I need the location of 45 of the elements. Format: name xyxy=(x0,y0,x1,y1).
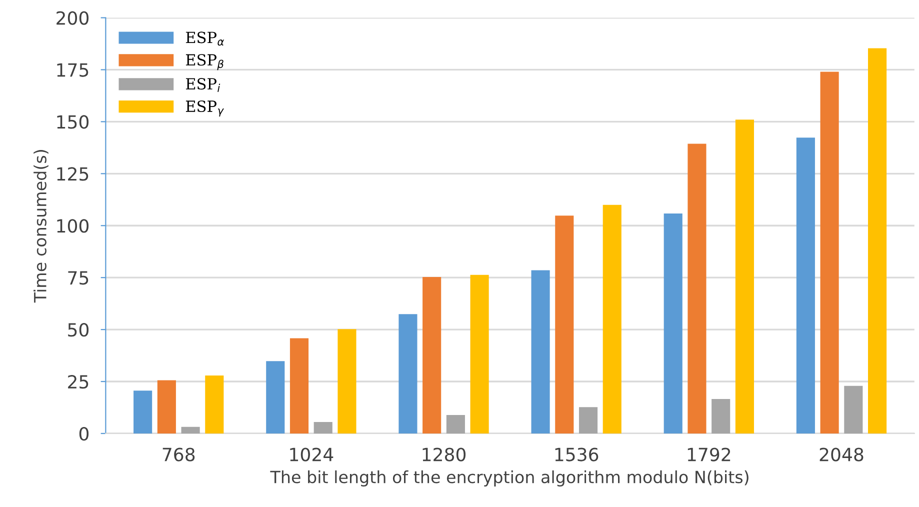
bar xyxy=(531,270,550,434)
bar xyxy=(688,144,706,434)
y-tick-label: 175 xyxy=(57,63,88,77)
bar xyxy=(314,422,332,434)
x-axis-title: The bit length of the encryption algorithm modulo N(bits) xyxy=(270,470,748,487)
bar xyxy=(181,426,200,434)
x-tick-label: 1536 xyxy=(555,448,598,462)
y-tick-label: 25 xyxy=(68,374,88,389)
y-tick-label: 125 xyxy=(57,167,88,181)
bar xyxy=(205,375,224,434)
y-tick-label: 0 xyxy=(79,426,89,441)
bar xyxy=(712,398,730,434)
bar xyxy=(290,338,309,434)
y-tick-label: 50 xyxy=(68,323,89,337)
bar xyxy=(446,414,465,434)
bar xyxy=(157,380,176,434)
y-tick-label: 100 xyxy=(57,219,89,233)
bar xyxy=(266,361,285,434)
legend-label: ESP$_{γ}$ xyxy=(186,100,224,117)
legend-label: ESP$_{α}$ xyxy=(186,32,224,46)
bar xyxy=(134,390,152,434)
bar xyxy=(602,204,622,434)
bar xyxy=(735,120,754,434)
bar xyxy=(796,138,815,434)
y-tick-label: 75 xyxy=(68,271,88,285)
y-tick-label: 200 xyxy=(56,11,89,25)
bar xyxy=(555,216,574,434)
bar xyxy=(578,407,598,434)
x-tick-label: 1280 xyxy=(422,448,466,462)
bar xyxy=(820,72,839,434)
legend-label: ESP$_{i}$ xyxy=(186,78,220,92)
x-tick-label: 1024 xyxy=(290,448,334,462)
bar xyxy=(470,274,489,434)
bar xyxy=(664,214,682,434)
bar xyxy=(422,276,442,434)
x-tick-label: 2048 xyxy=(820,448,864,462)
y-axis-title: Time consumed(s) xyxy=(34,150,48,303)
x-tick-label: 768 xyxy=(162,448,195,462)
bar xyxy=(398,314,418,434)
bar xyxy=(868,48,887,434)
bar xyxy=(844,386,863,434)
x-tick-label: 1792 xyxy=(688,448,730,462)
bar xyxy=(338,329,356,434)
y-tick-label: 150 xyxy=(57,115,89,129)
legend-label: ESP$_{β}$ xyxy=(186,54,224,70)
